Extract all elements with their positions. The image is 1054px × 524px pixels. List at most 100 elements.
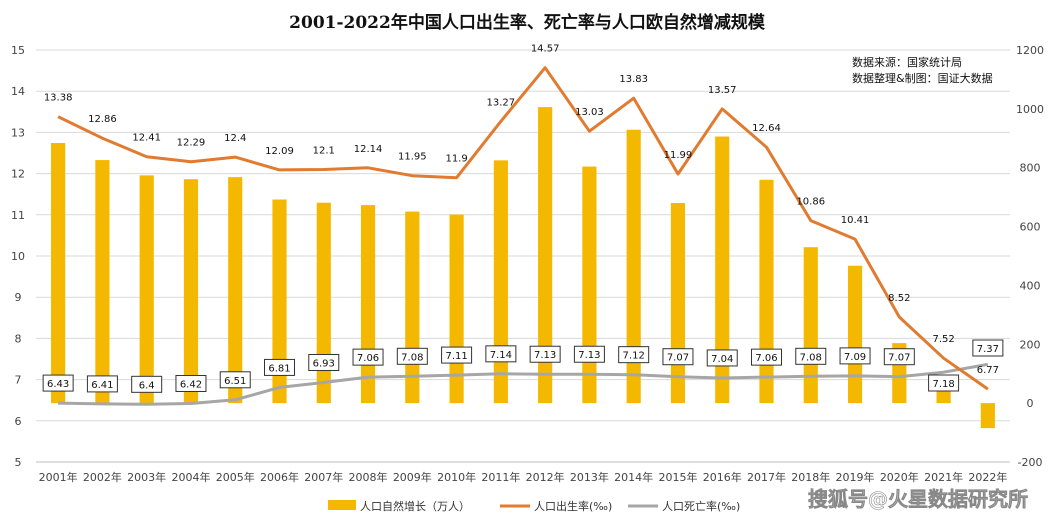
legend-label: 人口死亡率(‰): [662, 499, 740, 513]
x-tick-label: 2007年: [304, 470, 343, 484]
birth-rate-label: 6.77: [977, 365, 999, 376]
death-rate-label-box: [751, 348, 782, 366]
death-rate-label: 7.07: [667, 353, 689, 364]
birth-rate-label: 7.52: [932, 334, 954, 345]
death-rate-label: 6.51: [224, 376, 246, 387]
x-tick-label: 2015年: [658, 470, 697, 484]
bar: [228, 177, 243, 404]
death-rate-label-box: [573, 345, 605, 363]
birth-rate-label: 14.57: [531, 44, 560, 55]
y-right-tick-label: 200: [1020, 338, 1041, 351]
y-left-tick-label: 6: [15, 415, 22, 428]
death-rate-label-box: [485, 345, 517, 363]
birth-rate-label: 13.03: [575, 107, 604, 118]
x-tick-label: 2013年: [570, 470, 609, 484]
x-tick-label: 2014年: [614, 470, 653, 484]
death-rate-label: 7.06: [755, 353, 777, 364]
birth-rate-label: 10.86: [796, 197, 825, 208]
death-rate-label: 7.06: [357, 353, 379, 364]
y-left-tick-label: 8: [15, 332, 22, 345]
death-rate-label: 7.18: [932, 379, 954, 390]
death-rate-label-box: [928, 374, 960, 392]
death-rate-label: 7.09: [844, 352, 866, 363]
death-rate-label-box: [662, 348, 694, 366]
bar: [405, 211, 420, 404]
birth-rate-label: 13.38: [44, 93, 73, 104]
bar: [139, 175, 154, 404]
death-rate-label-box: [352, 348, 384, 366]
bar: [95, 160, 110, 404]
y-left-tick-label: 14: [11, 85, 25, 98]
death-rate-label-box: [42, 374, 74, 392]
death-rate-label: 7.37: [977, 344, 999, 355]
line-series: [57, 66, 989, 406]
birth-rate-label: 11.95: [398, 152, 427, 163]
death-rate-label: 6.93: [313, 358, 335, 369]
bar: [538, 107, 553, 404]
death-rate-label-box: [131, 375, 163, 393]
legend-swatch-bar: [328, 500, 356, 510]
birth-rate-label: 12.4: [224, 133, 246, 144]
y-right-tick-label: -200: [1018, 456, 1043, 469]
y-right-tick-label: 800: [1020, 162, 1041, 175]
x-tick-label: 2017年: [747, 470, 786, 484]
left-axis: 5 6 7 8 9 10 11 12 13 14 15: [11, 44, 25, 469]
x-tick-label: 2008年: [349, 470, 388, 484]
death-rate-label: 7.08: [800, 352, 822, 363]
birth-rate-label: 12.14: [354, 144, 383, 155]
x-tick-label: 2010年: [437, 470, 476, 484]
death-rate-label: 7.14: [490, 350, 512, 361]
birth-rate-label: 13.57: [708, 85, 737, 96]
death-rate-label: 7.08: [401, 352, 423, 363]
x-tick-label: 2004年: [171, 470, 210, 484]
y-left-tick-label: 12: [11, 168, 25, 181]
bar: [582, 166, 597, 404]
death-rate-label-box: [175, 374, 207, 392]
bar: [759, 179, 774, 404]
y-left-tick-label: 15: [11, 44, 25, 57]
bar: [272, 199, 287, 404]
x-tick-label: 2009年: [393, 470, 432, 484]
death-rate-label-box: [264, 358, 295, 376]
y-right-tick-label: 0: [1027, 397, 1034, 410]
chart-title: 2001-2022年中国人口出生率、死亡率与人口欧自然增减规模: [289, 12, 766, 33]
data-labels: 13.38 12.86 12.41 12.29 12.4 12.09 12.1 12.14 11…: [42, 44, 1004, 393]
death-rate-label: 7.07: [888, 353, 910, 364]
death-rate-label-box: [441, 346, 473, 364]
y-right-tick-label: 400: [1020, 279, 1041, 292]
death-rate-label-box: [396, 347, 428, 365]
y-left-tick-label: 13: [11, 126, 25, 139]
legend-label: 人口自然增长（万人）: [360, 499, 470, 513]
bar: [980, 403, 995, 429]
x-tick-label: 2002年: [83, 470, 122, 484]
right-axis: -200 0 200 400 600 800 1000 1200: [1016, 44, 1044, 469]
death-rate-line: [58, 362, 989, 406]
birth-rate-line: [57, 66, 989, 391]
y-left-tick-label: 5: [15, 456, 22, 469]
bar: [183, 179, 199, 404]
death-rate-label-box: [839, 347, 871, 365]
death-rate-label: 7.12: [623, 351, 645, 362]
death-rate-label-box: [219, 371, 251, 389]
death-rate-label: 7.13: [578, 350, 600, 361]
x-tick-label: 2005年: [216, 470, 255, 484]
birth-rate-label: 12.86: [88, 114, 117, 125]
bar: [316, 202, 331, 404]
birth-rate-label: 11.9: [445, 154, 467, 165]
death-rate-label-box: [618, 346, 650, 364]
y-right-tick-label: 1000: [1016, 103, 1044, 116]
bar: [670, 203, 686, 404]
y-left-tick-label: 10: [11, 250, 25, 263]
source-note: 数据来源：国家统计局: [852, 55, 962, 69]
legend-label: 人口出生率(‰): [534, 499, 612, 513]
y-right-tick-label: 600: [1020, 221, 1041, 234]
y-left-tick-label: 9: [15, 291, 22, 304]
death-rate-label-box: [883, 348, 915, 366]
x-tick-label: 2022年: [968, 470, 1007, 484]
x-tick-label: 2019年: [836, 470, 875, 484]
birth-rate-label: 12.41: [132, 133, 161, 144]
birth-rate-label: 13.27: [487, 97, 516, 108]
x-tick-label: 2012年: [526, 470, 565, 484]
death-rate-label: 7.04: [711, 354, 733, 365]
